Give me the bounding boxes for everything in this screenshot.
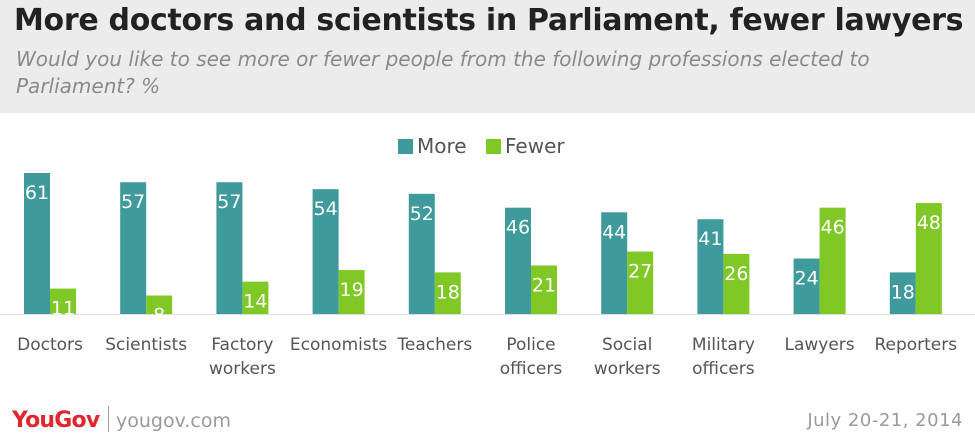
footer-site[interactable]: yougov.com [116,410,231,432]
data-label-more: 57 [217,191,241,213]
yougov-logo: YouGov [12,408,100,433]
data-label-more: 46 [506,217,530,239]
bar-more [505,207,531,314]
data-label-fewer: 11 [51,298,75,320]
data-label-fewer: 18 [436,281,460,303]
bar-fewer [915,203,942,314]
category-label: Economists [290,335,387,355]
chart-subtitle: Would you like to see more or fewer peop… [16,47,870,98]
category-label: Military [692,335,755,355]
bar-more [216,182,243,314]
footer-date: July 20-21, 2014 [807,410,963,431]
bar-more [312,189,339,314]
legend-swatch-fewer [486,139,501,154]
footer-separator [108,406,109,432]
data-label-fewer: 48 [917,212,941,234]
data-label-more: 44 [602,221,626,243]
category-label: Doctors [17,335,83,355]
legend-label-fewer: Fewer [505,134,565,158]
bar-more [408,193,435,314]
category-label: Factory [211,335,273,355]
chart-title: More doctors and scientists in Parliamen… [14,3,964,38]
bar-more [601,212,628,314]
legend-swatch-more [398,139,413,154]
data-label-fewer: 21 [532,274,556,296]
bar-fewer [627,251,654,314]
category-label: Scientists [105,335,187,355]
bar-more [793,258,820,314]
data-label-fewer: 26 [724,263,748,285]
data-label-fewer: 46 [821,217,845,239]
bar-fewer [723,253,750,314]
bar-more [697,219,724,314]
category-label: officers [692,359,755,379]
category-label: Lawyers [785,335,855,355]
data-label-more: 61 [25,182,49,204]
bar-more [120,182,147,314]
bar-fewer [146,295,173,314]
data-label-more: 54 [314,198,338,220]
bar-fewer [338,270,365,314]
data-label-more: 41 [698,228,722,250]
data-label-fewer: 27 [628,261,652,283]
legend-label-more: More [417,134,467,158]
data-label-more: 18 [891,281,915,303]
data-label-more: 52 [410,203,434,225]
category-label: Reporters [874,335,957,355]
data-label-fewer: 8 [153,305,165,327]
category-label: officers [500,359,563,379]
category-label: workers [594,359,661,379]
category-label: Teachers [396,335,472,355]
data-label-more: 24 [795,268,819,290]
bar-fewer [242,281,269,314]
data-label-fewer: 14 [243,291,267,313]
bar-fewer [531,265,557,314]
bar-fewer [819,207,846,314]
bar-more [24,173,50,314]
header: More doctors and scientists in Parliamen… [0,0,975,113]
category-label: workers [209,359,276,379]
data-label-fewer: 19 [340,279,364,301]
category-label: Social [602,335,652,355]
bar-chart: More Fewer 61 11 Doctors 57 8 Scientists 57 14 Fac… [0,134,975,379]
bar-more [889,272,916,314]
category-label: Police [506,335,555,355]
data-label-more: 57 [121,191,145,213]
bar-fewer [50,288,76,314]
bar-fewer [434,272,461,314]
